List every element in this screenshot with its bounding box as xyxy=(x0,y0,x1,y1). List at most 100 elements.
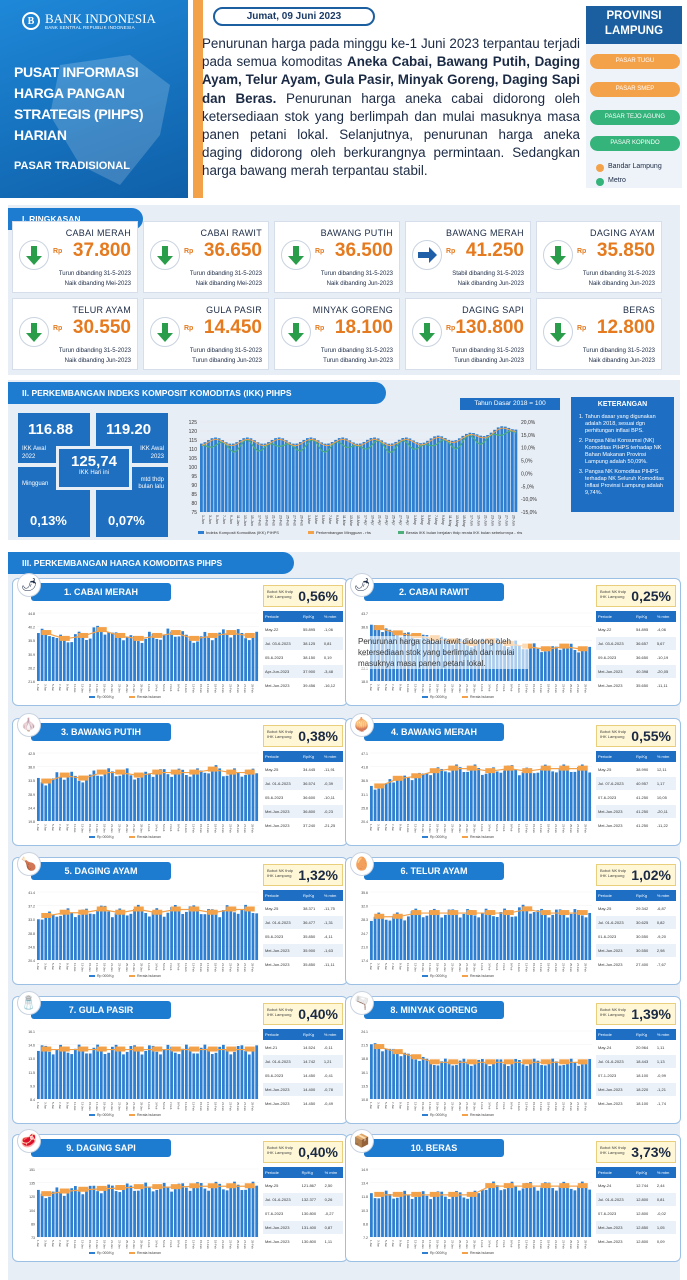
table-cell: 41.250 xyxy=(634,790,655,805)
chart-bar xyxy=(114,913,118,960)
legend-swatch xyxy=(422,696,428,698)
chart-x-tick: 3-Jan xyxy=(43,684,47,691)
card-name: GULA PASIR xyxy=(206,305,262,315)
chart-bar xyxy=(118,908,122,960)
chart-bar xyxy=(103,771,107,821)
table-cell: 38.150 xyxy=(301,650,322,665)
chart-bar xyxy=(388,779,392,821)
table-cell: 36.477 xyxy=(301,915,322,930)
chart-bar xyxy=(529,645,532,681)
market-pasar-tugu[interactable]: PASAR TUGU xyxy=(590,54,680,69)
commodity-title: 7. GULA PASIR xyxy=(31,1001,171,1019)
chart-x-tick: 15-Feb xyxy=(532,1240,536,1249)
chart-bar xyxy=(481,1189,484,1237)
commodity-chart: 47.141.836.531.125.820.41-Jan 3-Jan 5-Jan 7… xyxy=(361,752,592,839)
chart-bar xyxy=(562,1064,566,1099)
ikk-bar xyxy=(351,442,355,512)
chart-bar xyxy=(151,633,155,681)
table-cell: 41.250 xyxy=(634,818,655,833)
card-note: Turun dibanding 31-5-2023 xyxy=(58,348,131,354)
legend-swatch xyxy=(422,1252,428,1254)
ikk-x-tick: 9-Jan xyxy=(229,515,233,524)
chart-bar xyxy=(373,1198,377,1237)
chart-bar xyxy=(37,777,40,821)
table-row: Mei-Jun-2023 39.456 -16,12 xyxy=(263,678,343,693)
chart-bar xyxy=(166,628,170,681)
chart-bar xyxy=(577,1065,580,1099)
chart-bar xyxy=(225,1190,229,1237)
chart-bar xyxy=(399,776,403,821)
chart-x-tick: 27-Feb xyxy=(576,1240,580,1249)
chart-bar xyxy=(373,789,377,821)
avg-line xyxy=(46,629,250,640)
chart-x-tick: 29-Feb xyxy=(251,1240,255,1249)
chart-x-tick: 29-Feb xyxy=(251,824,255,833)
chart-x-tick: 27-Jan xyxy=(132,684,136,693)
commodity-title: 8. MINYAK GORENG xyxy=(364,1001,504,1019)
chart-bar xyxy=(447,772,451,821)
commodity-chart: 14.913.411.810.38.87.21-Jan 3-Jan 5-Jan 7-J… xyxy=(361,1168,592,1255)
chart-bar xyxy=(540,652,543,681)
legend-label: Rerata bulanan xyxy=(470,974,494,978)
chart-bar xyxy=(77,631,81,681)
table-cell: 0,87 xyxy=(322,1220,343,1235)
chart-bar xyxy=(492,916,495,960)
chart-y-tick: 13.0 xyxy=(28,1057,35,1061)
chart-x-tick: 21-Feb xyxy=(221,1102,225,1111)
chart-x-tick: 9-Jan xyxy=(399,1102,403,1109)
chart-bar xyxy=(118,637,122,681)
chart-x-tick: 25-Jan xyxy=(458,824,462,833)
chart-x-tick: 7-Feb xyxy=(502,1102,506,1110)
chart-bar xyxy=(392,1048,395,1099)
chart-bar xyxy=(185,911,188,960)
table-head: % mtm xyxy=(654,890,676,902)
chart-x-tick: 29-Jan xyxy=(473,1102,477,1111)
bobot-label: Bobot NK thdp IHK Lampung xyxy=(600,1145,627,1155)
table-head: Periode xyxy=(596,611,634,623)
market-pasar-kopindo[interactable]: PASAR KOPINDO xyxy=(590,136,680,151)
bobot-box: Bobot NK thdp IHK Lampung 3,73% xyxy=(596,1141,676,1163)
chart-bar xyxy=(436,913,440,960)
table-cell: Mei-Jun-2023 xyxy=(263,818,301,833)
chart-x-tick: 13-Feb xyxy=(524,1240,528,1249)
commodity-panel: 9. DAGING SAPI 🥩 Bobot NK thdp IHK Lampung… xyxy=(12,1129,348,1262)
chart-bar xyxy=(444,914,447,960)
chart-x-tick: 1-Jan xyxy=(369,963,373,970)
ikk-bar xyxy=(207,440,210,512)
chart-bar xyxy=(536,1190,540,1237)
table-cell: 14.450 xyxy=(301,1068,322,1083)
market-pasar-smep[interactable]: PASAR SMEP xyxy=(590,82,680,97)
chart-bar xyxy=(562,914,566,960)
table-row: Jul. 01-6-2023 30.625 0,82 xyxy=(596,915,676,930)
chart-x-tick: 1-Feb xyxy=(147,824,151,832)
chart-bar xyxy=(48,911,51,960)
table-row: Mei-Jun-2023 35.650 -11,11 xyxy=(596,678,676,693)
table-row: 09-6-2023 36.650 -10,19 xyxy=(596,650,676,665)
chart-bar xyxy=(543,764,547,821)
chart-bar xyxy=(225,1049,229,1099)
market-pasar-tejo-agung[interactable]: PASAR TEJO AGUNG xyxy=(590,110,680,125)
chart-bar xyxy=(251,768,255,821)
chart-x-tick: 11-Jan xyxy=(73,684,77,693)
commodity-icon: 🥚 xyxy=(350,852,374,876)
card-price: 41.250 xyxy=(465,240,524,261)
chart-bar xyxy=(403,1190,407,1237)
chart-bar xyxy=(114,776,118,821)
chart-bar xyxy=(418,1191,421,1237)
chart-bar xyxy=(477,917,481,960)
legend-swatch xyxy=(422,1114,428,1116)
ikk-awal-2023-value: 119.20 xyxy=(106,421,152,438)
chart-bar xyxy=(484,1062,488,1099)
chart-x-tick: 29-Feb xyxy=(251,963,255,972)
chart-bar xyxy=(188,906,192,960)
card-note: Naik dibanding Jun-2023 xyxy=(588,358,655,364)
card-price: 36.500 xyxy=(334,240,393,261)
chart-bar xyxy=(188,776,192,821)
chart-bar xyxy=(477,768,481,821)
chart-y-tick: 37.2 xyxy=(28,905,35,909)
ikk-mingguan-label: Mingguan xyxy=(22,481,49,487)
chart-bar xyxy=(255,913,259,960)
bobot-box: Bobot NK thdp IHK Lampung 0,55% xyxy=(596,725,676,747)
table-head: Periode xyxy=(263,751,301,763)
chart-x-tick: 7-Feb xyxy=(502,1240,506,1248)
